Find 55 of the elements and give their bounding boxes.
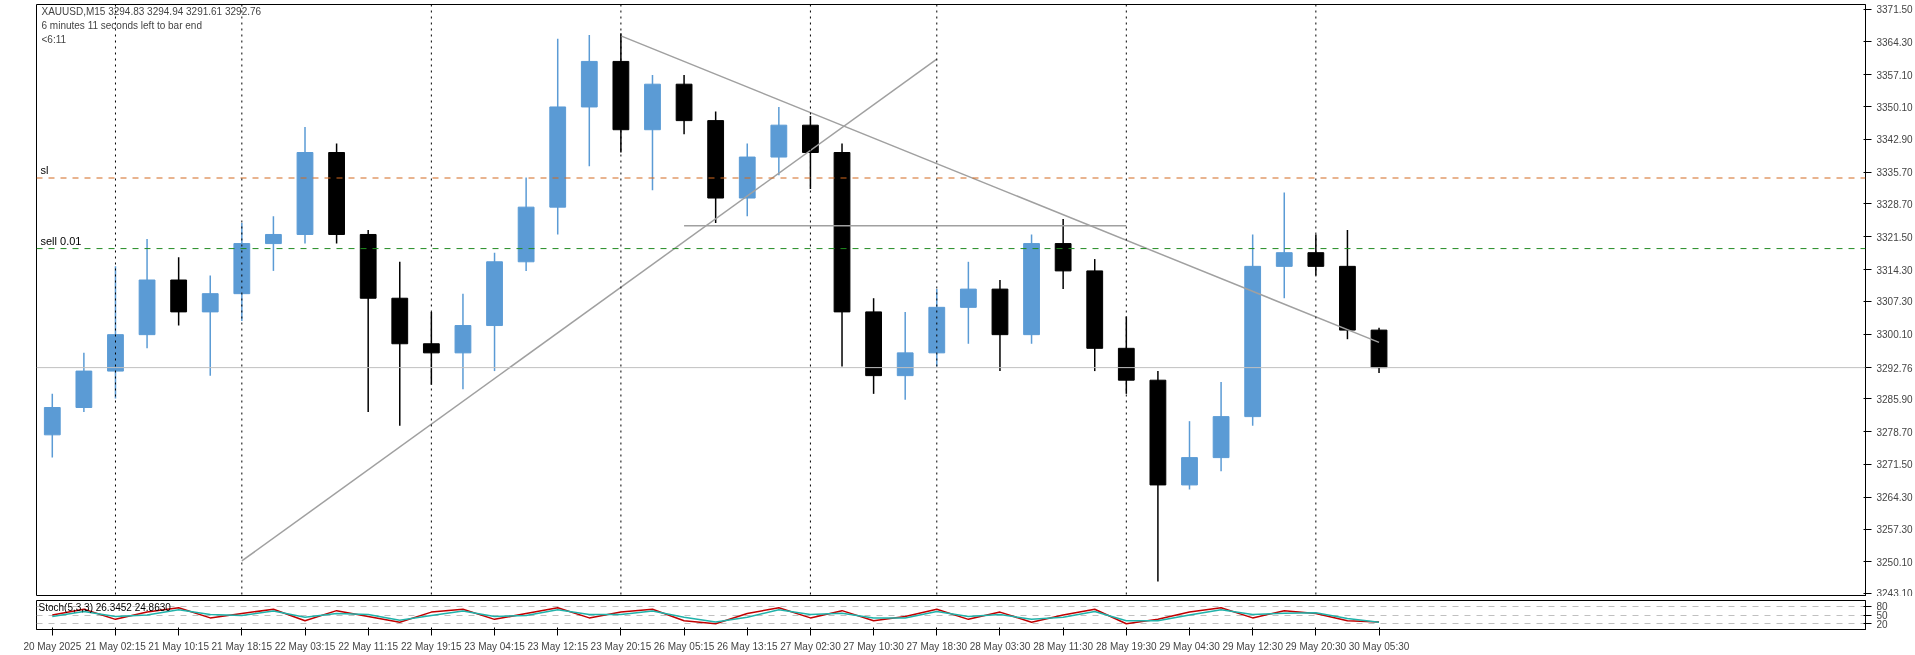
annotation: <6:11	[41, 33, 67, 45]
y-tick-label: 3292.76	[1876, 362, 1914, 374]
x-tick-label: 22 May 03:15	[274, 640, 336, 652]
y-tick-label: 3300.10	[1876, 329, 1914, 341]
y-tick-label: 3357.10	[1876, 69, 1914, 81]
y-tick-label: 3271.50	[1876, 459, 1914, 471]
y-tick-label: 3371.50	[1876, 4, 1914, 16]
y-tick-label: 3264.30	[1876, 492, 1914, 504]
y-tick-label: 3350.10	[1876, 101, 1914, 113]
y-tick-label: 20	[1876, 618, 1889, 630]
candlestick	[959, 261, 977, 345]
candlestick	[201, 274, 219, 377]
x-tick-label: 21 May 18:15	[211, 640, 273, 652]
x-tick-label: 30 May 05:30	[1348, 640, 1410, 652]
annotation: 6 minutes 11 seconds left to bar end	[41, 19, 202, 31]
x-tick-label: 22 May 19:15	[401, 640, 463, 652]
y-tick-label: 3321.50	[1876, 231, 1914, 243]
y-tick-label: 80	[1876, 601, 1889, 613]
annotation: XAUUSD,M15 3294.83 3294.94 3291.61 3292.76	[41, 5, 262, 17]
y-tick-label: 3314.30	[1876, 264, 1914, 276]
x-tick-label: 26 May 05:15	[653, 640, 715, 652]
y-tick-label: 3257.30	[1876, 524, 1914, 536]
y-tick-label: 3307.30	[1876, 296, 1914, 308]
x-tick-label: 21 May 02:15	[85, 640, 147, 652]
candlestick	[896, 311, 914, 401]
x-tick-label: 27 May 10:30	[843, 640, 905, 652]
y-tick-label: 3364.30	[1876, 36, 1914, 48]
x-tick-label: 22 May 11:15	[338, 640, 399, 652]
x-tick-label: 27 May 18:30	[906, 640, 968, 652]
x-tick-label: 26 May 13:15	[716, 640, 778, 652]
y-tick-label: 50	[1876, 610, 1889, 621]
chart-title: Stoch(5,3,3) 26.3452 24.8630	[38, 601, 172, 613]
x-tick-label: 23 May 20:15	[590, 640, 652, 652]
x-tick-label: 20 May 2025	[23, 640, 82, 652]
candlestick	[1275, 191, 1293, 299]
ref-line-label: sell 0.01	[40, 234, 82, 247]
candlestick	[265, 215, 282, 272]
y-tick-label: 3342.90	[1876, 134, 1914, 146]
y-tick-label: 3285.90	[1876, 393, 1914, 405]
x-tick-label: 28 May 03:30	[969, 640, 1031, 652]
x-tick-label: 23 May 12:15	[527, 640, 589, 652]
y-tick-label: 3250.10	[1876, 556, 1914, 568]
x-tick-label: 23 May 04:15	[464, 640, 526, 652]
x-tick-label: 29 May 12:30	[1222, 640, 1284, 652]
y-tick-label: 3335.70	[1876, 167, 1914, 179]
y-tick-label: 3243.10	[1876, 587, 1914, 599]
x-tick-label: 29 May 04:30	[1159, 640, 1221, 652]
y-tick-label: 3278.70	[1876, 426, 1914, 438]
y-tick-label: 3328.70	[1876, 198, 1914, 210]
x-tick-label: 29 May 20:30	[1285, 640, 1347, 652]
x-tick-label: 21 May 10:15	[148, 640, 210, 652]
x-tick-label: 27 May 02:30	[780, 640, 842, 652]
x-tick-label: 28 May 19:30	[1096, 640, 1158, 652]
ref-line-label: sl	[40, 164, 49, 176]
x-tick-label: 28 May 11:30	[1033, 640, 1094, 652]
